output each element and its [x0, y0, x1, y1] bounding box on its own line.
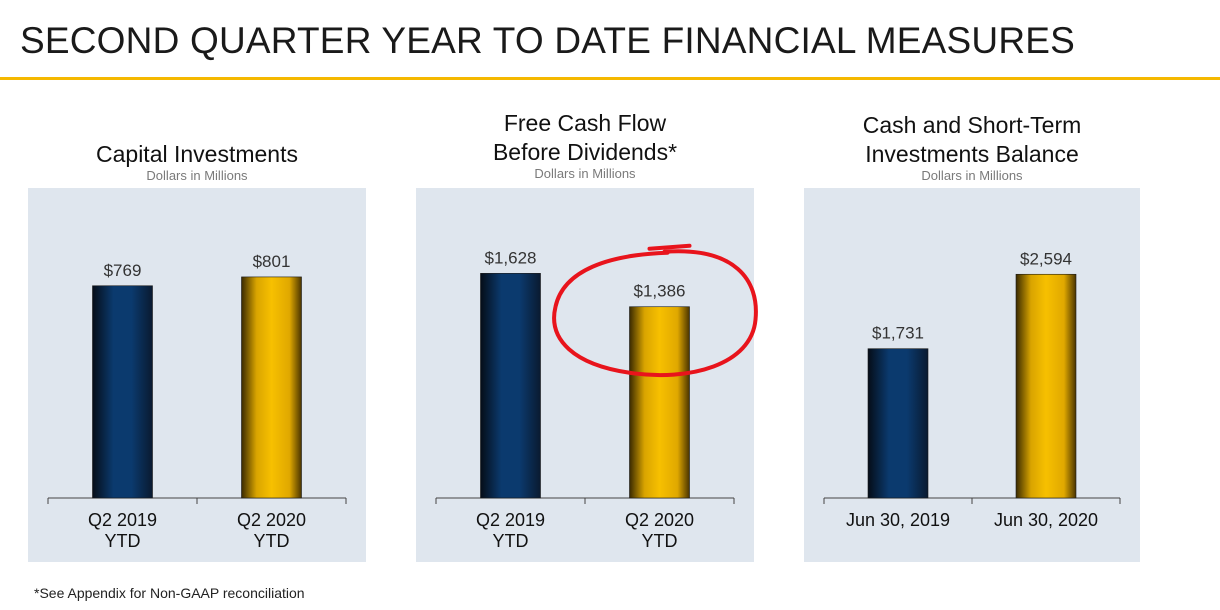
data-label-0: $769 — [104, 261, 142, 280]
data-label-1: $801 — [253, 252, 291, 271]
bar-1 — [629, 306, 690, 499]
category-label-0-line-1: YTD — [105, 531, 141, 551]
data-label-1: $2,594 — [1020, 249, 1072, 268]
category-label-1-line-1: YTD — [254, 531, 290, 551]
category-label-1-line-0: Jun 30, 2020 — [994, 510, 1098, 530]
bar-0 — [480, 273, 541, 499]
chart-title-line-1: Free Cash Flow — [503, 110, 667, 136]
data-label-0: $1,628 — [485, 248, 537, 267]
bar-1 — [1015, 273, 1077, 499]
category-label-1-line-0: Q2 2020 — [237, 510, 306, 530]
chart-cash-balance: $1,731 Jun 30, 2019 $2,594 Jun 30, 2020 — [823, 249, 1121, 530]
highlight-circle — [552, 243, 758, 377]
title-rule — [0, 77, 1220, 80]
data-label-0: $1,731 — [872, 324, 924, 343]
bar-1 — [241, 276, 302, 499]
bar-0 — [92, 285, 153, 499]
chart-subtitle: Dollars in Millions — [146, 168, 248, 183]
category-label-0-line-0: Q2 2019 — [88, 510, 157, 530]
chart-title-line-1: Cash and Short-Term — [862, 112, 1082, 138]
category-label-1-line-0: Q2 2020 — [625, 510, 694, 530]
chart-title-line: Capital Investments — [96, 141, 298, 167]
footnote: *See Appendix for Non-GAAP reconciliatio… — [34, 585, 305, 601]
data-label-1: $1,386 — [634, 282, 686, 301]
chart-title-cash-balance: Cash and Short-Term Investments Balance — [804, 111, 1140, 169]
category-label-0-line-0: Q2 2019 — [476, 510, 545, 530]
category-label-1-line-1: YTD — [642, 531, 678, 551]
chart-subtitle: Dollars in Millions — [534, 166, 636, 181]
chart-title-line-2: Before Dividends* — [492, 139, 678, 165]
page-title: SECOND QUARTER YEAR TO DATE FINANCIAL ME… — [20, 20, 1076, 61]
category-label-0-line-0: Jun 30, 2019 — [846, 510, 950, 530]
chart-title-capital-investments: Capital Investments — [28, 140, 366, 169]
category-label-0-line-1: YTD — [493, 531, 529, 551]
bar-0 — [867, 348, 929, 499]
chart-subtitle: Dollars in Millions — [921, 168, 1023, 183]
chart-title-free-cash-flow: Free Cash Flow Before Dividends* — [416, 109, 754, 167]
chart-title-line-2: Investments Balance — [865, 141, 1079, 167]
